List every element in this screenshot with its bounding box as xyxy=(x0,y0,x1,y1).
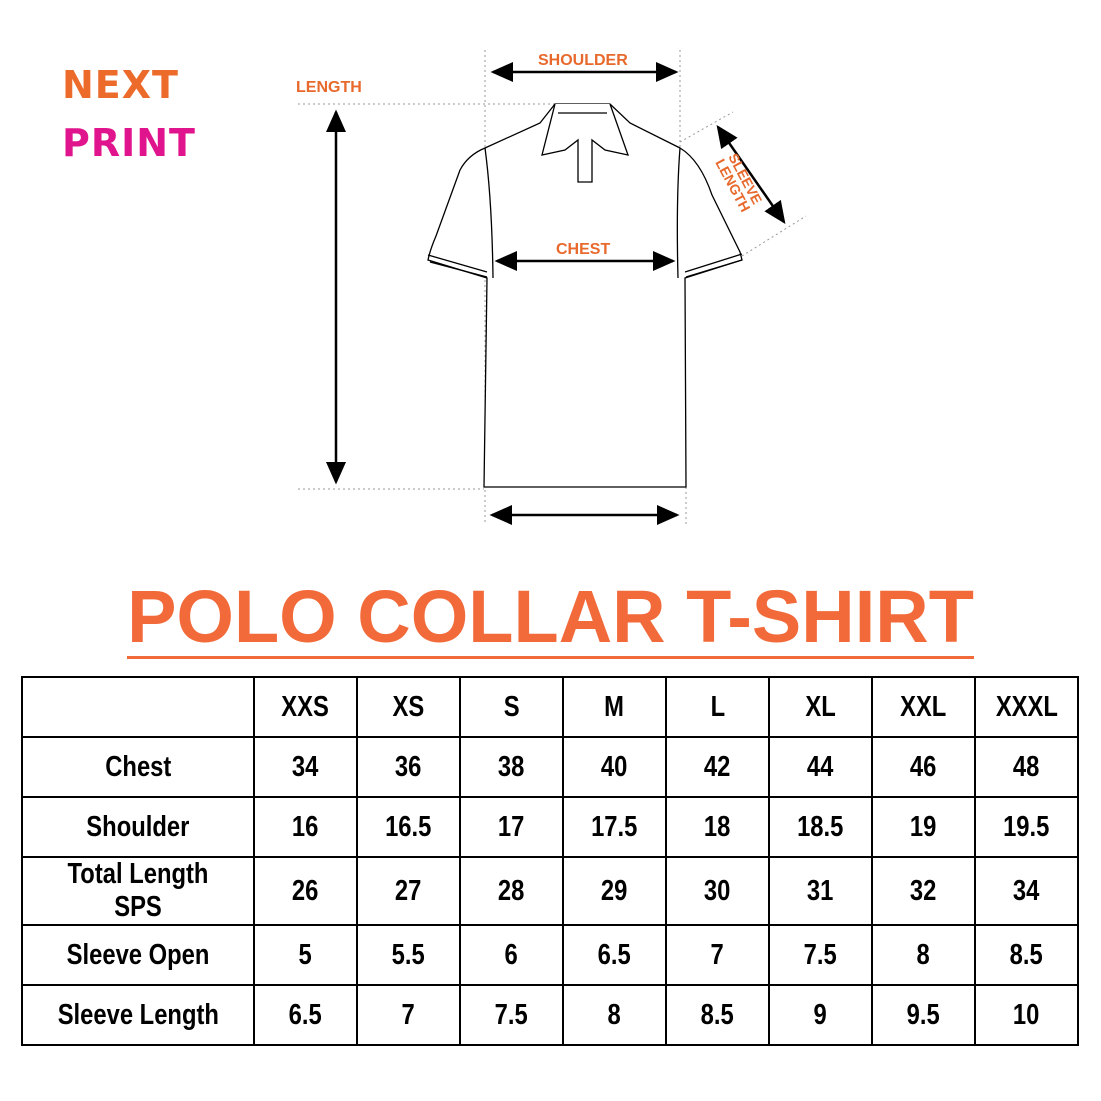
value-cell: 6 xyxy=(459,924,564,986)
value-cell: 18 xyxy=(665,796,770,858)
header-cell: XXS xyxy=(253,676,358,738)
value-cell: 7 xyxy=(356,984,461,1046)
value-cell: 5.5 xyxy=(356,924,461,986)
value-cell: 34 xyxy=(974,856,1079,926)
page-title: POLO COLLAR T-SHIRT xyxy=(0,580,1101,659)
value-cell: 29 xyxy=(562,856,667,926)
row-label-cell: Total Length SPS xyxy=(21,856,255,926)
value-cell: 8 xyxy=(562,984,667,1046)
value-cell: 19 xyxy=(871,796,976,858)
row-label-cell: Sleeve Length xyxy=(21,984,255,1046)
table-row: Shoulder 16 16.5 17 17.5 18 18.5 19 19.5 xyxy=(21,796,1079,858)
row-label-cell: Shoulder xyxy=(21,796,255,858)
measure-arrows xyxy=(326,62,786,525)
value-cell: 7.5 xyxy=(768,924,873,986)
shoulder-label: SHOULDER xyxy=(538,52,628,69)
value-cell: 38 xyxy=(459,736,564,798)
value-cell: 28 xyxy=(459,856,564,926)
value-cell: 32 xyxy=(871,856,976,926)
chest-label: CHEST xyxy=(556,241,611,258)
value-cell: 6.5 xyxy=(562,924,667,986)
value-cell: 9.5 xyxy=(871,984,976,1046)
value-cell: 8.5 xyxy=(665,984,770,1046)
sleeve-length-arrow xyxy=(716,124,786,225)
value-cell: 31 xyxy=(768,856,873,926)
value-cell: 7.5 xyxy=(459,984,564,1046)
value-cell: 8.5 xyxy=(974,924,1079,986)
value-cell: 18.5 xyxy=(768,796,873,858)
value-cell: 16 xyxy=(253,796,358,858)
header-empty-cell xyxy=(21,676,255,738)
value-cell: 10 xyxy=(974,984,1079,1046)
value-cell: 9 xyxy=(768,984,873,1046)
logo-print: PRINT xyxy=(62,121,196,165)
value-cell: 40 xyxy=(562,736,667,798)
value-cell: 19.5 xyxy=(974,796,1079,858)
length-label: LENGTH xyxy=(296,79,362,96)
header-cell: XS xyxy=(356,676,461,738)
value-cell: 17.5 xyxy=(562,796,667,858)
header-cell: XXL xyxy=(871,676,976,738)
value-cell: 5 xyxy=(253,924,358,986)
header-cell: L xyxy=(665,676,770,738)
size-chart-table: XXS XS S M L XL XXL XXXL Chest 34 36 38 40 42… xyxy=(21,676,1079,1046)
row-label-cell: Chest xyxy=(21,736,255,798)
header-cell: S xyxy=(459,676,564,738)
polo-shirt-diagram xyxy=(298,50,807,525)
value-cell: 16.5 xyxy=(356,796,461,858)
table-row: Sleeve Length 6.5 7 7.5 8 8.5 9 9.5 10 xyxy=(21,984,1079,1046)
value-cell: 27 xyxy=(356,856,461,926)
value-cell: 48 xyxy=(974,736,1079,798)
header-cell: XL xyxy=(768,676,873,738)
row-label-cell: Sleeve Open xyxy=(21,924,255,986)
table-row: Total Length SPS 26 27 28 29 30 31 32 34 xyxy=(21,856,1079,926)
table-row: Chest 34 36 38 40 42 44 46 48 xyxy=(21,736,1079,798)
value-cell: 8 xyxy=(871,924,976,986)
header-cell: M xyxy=(562,676,667,738)
shirt-outline xyxy=(427,103,743,488)
value-cell: 36 xyxy=(356,736,461,798)
title-text: POLO COLLAR T-SHIRT xyxy=(127,575,974,659)
value-cell: 42 xyxy=(665,736,770,798)
value-cell: 6.5 xyxy=(253,984,358,1046)
table-header-row: XXS XS S M L XL XXL XXXL xyxy=(21,676,1079,738)
value-cell: 46 xyxy=(871,736,976,798)
value-cell: 44 xyxy=(768,736,873,798)
value-cell: 30 xyxy=(665,856,770,926)
value-cell: 26 xyxy=(253,856,358,926)
value-cell: 17 xyxy=(459,796,564,858)
value-cell: 7 xyxy=(665,924,770,986)
table-row: Sleeve Open 5 5.5 6 6.5 7 7.5 8 8.5 xyxy=(21,924,1079,986)
header-cell: XXXL xyxy=(974,676,1079,738)
value-cell: 34 xyxy=(253,736,358,798)
logo-next: NEXT xyxy=(62,63,179,107)
